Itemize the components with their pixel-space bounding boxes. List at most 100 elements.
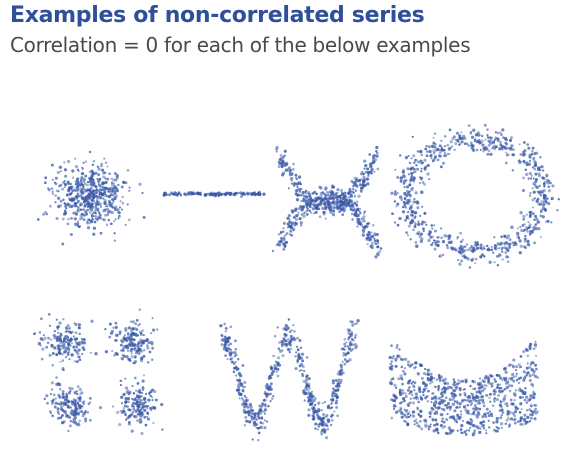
scatter-point [512, 244, 515, 247]
scatter-point [346, 345, 350, 348]
scatter-point [120, 341, 124, 344]
scatter-point [185, 194, 188, 197]
scatter-point [51, 192, 54, 195]
scatter-point [410, 210, 414, 214]
scatter-point [349, 190, 352, 193]
scatter-point [230, 360, 234, 364]
scatter-point [69, 182, 72, 186]
scatter-point [154, 398, 158, 402]
scatter-point [501, 258, 504, 261]
scatter-point [313, 200, 317, 203]
scatter-point [123, 404, 127, 408]
scatter-point [458, 416, 462, 420]
scatter-point [498, 383, 502, 386]
scatter-point [46, 401, 49, 405]
scatter-point [478, 399, 482, 402]
scatter-point [494, 247, 498, 251]
scatter-point [458, 134, 462, 138]
scatter-point [519, 422, 523, 426]
scatter-point [522, 214, 526, 219]
scatter-point [71, 169, 75, 173]
scatter-point [135, 395, 139, 399]
scatter-point [350, 180, 354, 183]
scatter-point [519, 355, 523, 358]
scatter-point [144, 401, 147, 404]
scatter-point [432, 402, 436, 405]
scatter-point [246, 410, 250, 414]
scatter-point [505, 138, 508, 142]
scatter-point [406, 199, 409, 202]
scatter-point [355, 203, 359, 207]
scatter-point [364, 164, 368, 168]
scatter-point [518, 239, 522, 243]
scatter-point [177, 192, 180, 195]
scatter-point [270, 371, 274, 375]
scatter-point [123, 334, 126, 337]
scatter-point [224, 354, 227, 357]
scatter-point [313, 212, 316, 215]
scatter-point [522, 150, 526, 154]
scatter-point [495, 145, 498, 149]
scatter-point [518, 411, 522, 414]
scatter-point [345, 360, 349, 364]
scatter-point [521, 153, 526, 157]
scatter-point [443, 145, 446, 148]
scatter-point [183, 192, 186, 196]
scatter-point [419, 178, 423, 181]
scatter-point [375, 150, 378, 153]
scatter-point [106, 177, 110, 181]
scatter-point [316, 197, 319, 200]
scatter-point [356, 319, 360, 323]
scatter-point [448, 405, 451, 409]
scatter-point [150, 332, 153, 335]
scatter-point [70, 216, 73, 220]
scatter-point [349, 320, 352, 323]
scatter-point [353, 336, 357, 339]
scatter-point [463, 255, 467, 259]
scatter-point [97, 189, 101, 193]
scatter-point [478, 402, 481, 405]
scatter-point [61, 408, 64, 412]
scatter-point [443, 425, 446, 428]
scatter-point [418, 234, 422, 239]
scatter-point [126, 203, 129, 206]
scatter-point [434, 418, 438, 422]
scatter-point [117, 183, 120, 187]
scatter-point [393, 383, 397, 387]
scatter-point [78, 404, 82, 408]
scatter-point [341, 347, 345, 351]
scatter-point [461, 238, 465, 241]
scatter-point [307, 395, 311, 400]
scatter-point [458, 406, 461, 409]
scatter-point [488, 410, 491, 413]
scatter-point [438, 377, 442, 381]
scatter-point [141, 405, 145, 409]
scatter-point [350, 331, 354, 334]
scatter-point [534, 404, 538, 407]
scatter-point [80, 171, 85, 176]
scatter-point [511, 169, 514, 172]
scatter-point [109, 331, 114, 335]
scatter-point [131, 404, 134, 408]
scatter-point [239, 385, 243, 388]
scatter-point [47, 313, 51, 316]
scatter-point [512, 419, 515, 422]
scatter-point [288, 218, 291, 221]
scatter-point [132, 407, 136, 411]
scatter-point [307, 382, 311, 386]
scatter-point [451, 398, 454, 401]
scatter-point [401, 391, 405, 395]
scatter-point [443, 377, 447, 381]
scatter-point [64, 326, 68, 330]
scatter-point [437, 240, 440, 244]
scatter-point [302, 214, 306, 218]
scatter-point [434, 241, 438, 246]
scatter-point [440, 391, 444, 395]
scatter-point [498, 140, 502, 144]
scatter-point [309, 397, 313, 401]
scatter-point [77, 323, 81, 327]
scatter-point [338, 210, 341, 213]
scatter-point [539, 168, 542, 172]
scatter-point [361, 233, 365, 237]
scatter-point [317, 202, 321, 205]
